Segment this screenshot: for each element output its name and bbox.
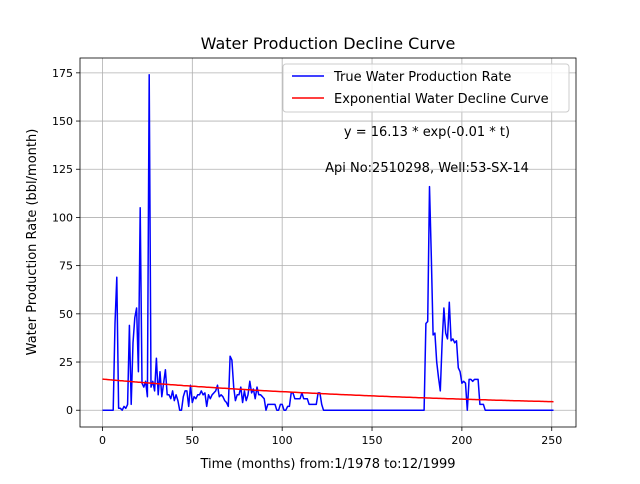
- legend-label-fit: Exponential Water Decline Curve: [334, 92, 549, 107]
- equation-annotation: y = 16.13 * exp(-0.01 * t): [344, 125, 510, 140]
- data-layer: [102, 74, 554, 411]
- x-tick-label: 200: [451, 434, 472, 447]
- x-axis-label: Time (months) from:1/1978 to:12/1999: [199, 457, 455, 472]
- y-tick-label: 0: [66, 404, 73, 417]
- x-tick-label: 250: [541, 434, 562, 447]
- plot-frame: [79, 57, 577, 428]
- y-tick-label: 175: [52, 67, 73, 80]
- series-line-exponential-decline-curve: [102, 378, 554, 403]
- legend-box: [282, 63, 570, 113]
- y-tick-label: 25: [59, 356, 73, 369]
- series-line-true-water-production-rate: [102, 74, 554, 411]
- legend: True Water Production Rate Exponential W…: [282, 63, 570, 113]
- y-tick-label: 100: [52, 211, 73, 224]
- chart-title: Water Production Decline Curve: [201, 34, 456, 53]
- x-tick-label: 50: [185, 434, 199, 447]
- x-tick-label: 100: [272, 434, 293, 447]
- y-tick-label: 125: [52, 163, 73, 176]
- legend-label-actual: True Water Production Rate: [333, 70, 511, 85]
- y-tick-label: 150: [52, 115, 73, 128]
- tick-layer: 0 50 100 150 200 250 0 25 50 75 100 125 150 175: [52, 67, 562, 447]
- x-tick-label: 150: [362, 434, 383, 447]
- y-tick-label: 50: [59, 308, 73, 321]
- x-tick-label: 0: [99, 434, 106, 447]
- well-annotation: Api No:2510298, Well:53-SX-14: [325, 161, 529, 176]
- y-axis-label: Water Production Rate (bbl/month): [25, 129, 40, 356]
- y-tick-label: 75: [59, 260, 73, 273]
